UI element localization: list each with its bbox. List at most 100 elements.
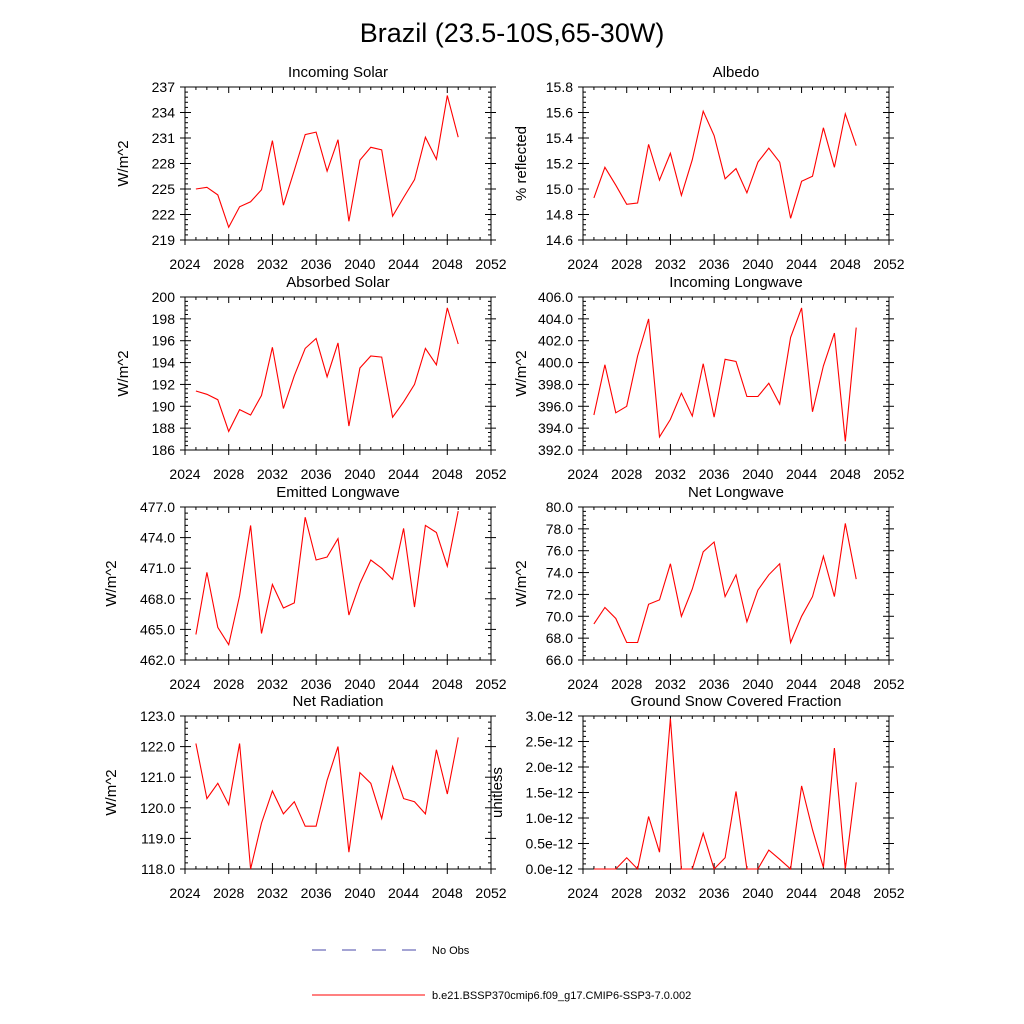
x-tick-label: 2032 <box>655 885 686 901</box>
y-tick-label: 194 <box>152 355 176 371</box>
x-tick-label: 2044 <box>388 676 419 692</box>
y-axis-label: % reflected <box>513 126 530 201</box>
x-tick-label: 2036 <box>699 676 730 692</box>
x-tick-label: 2040 <box>344 466 375 482</box>
y-tick-label: 76.0 <box>546 543 573 559</box>
y-tick-label: 402.0 <box>538 333 573 349</box>
y-tick-label: 78.0 <box>546 521 573 537</box>
y-tick-label: 396.0 <box>538 398 573 414</box>
panel-1: Incoming Solar W/m^2 2024 2028 2032 2036 2040 2… <box>115 64 507 272</box>
panel-title: Albedo <box>713 64 760 81</box>
x-tick-label: 2024 <box>567 466 598 482</box>
x-tick-label: 2028 <box>611 676 642 692</box>
x-tick-label: 2024 <box>567 676 598 692</box>
y-tick-label: 70.0 <box>546 608 573 624</box>
x-tick-label: 2032 <box>257 256 288 272</box>
y-tick-label: 471.0 <box>140 560 175 576</box>
y-tick-label: 186 <box>152 442 176 458</box>
x-tick-label: 2040 <box>344 676 375 692</box>
y-tick-label: 123.0 <box>140 708 175 724</box>
x-tick-label: 2024 <box>567 256 598 272</box>
panel-5: Emitted Longwave W/m^2 2024 2028 2032 2036 204… <box>103 484 507 692</box>
panel-2: Albedo % reflected 2024 2028 2032 2036 2040 204… <box>513 64 905 272</box>
y-axis-label: W/m^2 <box>115 350 132 396</box>
y-tick-label: 14.6 <box>546 232 573 248</box>
plot-frame <box>582 86 890 241</box>
x-tick-label: 2052 <box>475 466 506 482</box>
x-tick-label: 2028 <box>611 466 642 482</box>
y-axis-label: W/m^2 <box>513 350 530 396</box>
series-line <box>195 95 459 229</box>
y-tick-label: 3.0e-12 <box>526 708 574 724</box>
y-tick-label: 72.0 <box>546 586 573 602</box>
y-tick-label: 190 <box>152 398 176 414</box>
x-tick-label: 2048 <box>830 466 861 482</box>
x-tick-label: 2024 <box>169 466 200 482</box>
x-tick-label: 2052 <box>873 885 904 901</box>
panel-title: Ground Snow Covered Fraction <box>631 693 842 710</box>
x-tick-label: 2052 <box>873 256 904 272</box>
legend-model-label: b.e21.BSSP370cmip6.f09_g17.CMIP6-SSP3-7.… <box>432 990 691 1002</box>
y-tick-label: 228 <box>152 156 176 172</box>
x-tick-label: 2040 <box>344 885 375 901</box>
y-tick-label: 68.0 <box>546 630 573 646</box>
y-tick-label: 192 <box>152 376 176 392</box>
x-tick-label: 2044 <box>786 256 817 272</box>
y-tick-label: 120.0 <box>140 800 175 816</box>
y-axis-label: unitless <box>489 767 506 818</box>
y-tick-label: 237 <box>152 79 176 95</box>
x-tick-label: 2028 <box>611 885 642 901</box>
y-tick-label: 200 <box>152 289 176 305</box>
panels: Incoming Solar W/m^2 2024 2028 2032 2036 2040 2… <box>103 64 905 901</box>
y-tick-label: 468.0 <box>140 591 175 607</box>
y-tick-label: 400.0 <box>538 355 573 371</box>
x-tick-label: 2044 <box>786 466 817 482</box>
x-tick-label: 2024 <box>567 885 598 901</box>
y-tick-label: 121.0 <box>140 769 175 785</box>
x-tick-label: 2028 <box>213 676 244 692</box>
y-tick-label: 66.0 <box>546 652 573 668</box>
y-axis-label: W/m^2 <box>513 560 530 606</box>
y-tick-label: 122.0 <box>140 739 175 755</box>
series-line <box>195 737 459 870</box>
x-tick-label: 2040 <box>742 885 773 901</box>
y-tick-label: 394.0 <box>538 420 573 436</box>
y-tick-label: 2.0e-12 <box>526 759 574 775</box>
panel-3: Absorbed Solar W/m^2 2024 2028 2032 2036 2040 2… <box>115 274 507 482</box>
x-tick-label: 2032 <box>257 676 288 692</box>
y-tick-label: 15.0 <box>546 181 573 197</box>
y-tick-label: 196 <box>152 333 176 349</box>
x-tick-label: 2044 <box>388 885 419 901</box>
y-tick-label: 1.5e-12 <box>526 785 574 801</box>
x-tick-label: 2052 <box>873 466 904 482</box>
y-tick-label: 2.5e-12 <box>526 734 574 750</box>
x-tick-label: 2044 <box>786 885 817 901</box>
panel-title: Incoming Longwave <box>669 274 802 291</box>
series-line <box>593 523 857 645</box>
x-tick-label: 2036 <box>301 676 332 692</box>
y-tick-label: 462.0 <box>140 652 175 668</box>
x-tick-label: 2040 <box>742 256 773 272</box>
x-tick-label: 2036 <box>301 256 332 272</box>
x-tick-label: 2028 <box>213 256 244 272</box>
x-tick-label: 2032 <box>655 676 686 692</box>
x-tick-label: 2028 <box>213 885 244 901</box>
x-tick-label: 2040 <box>344 256 375 272</box>
x-tick-label: 2048 <box>830 256 861 272</box>
x-tick-label: 2036 <box>699 466 730 482</box>
y-tick-label: 231 <box>152 130 176 146</box>
y-tick-label: 80.0 <box>546 499 573 515</box>
y-tick-label: 465.0 <box>140 621 175 637</box>
x-tick-label: 2040 <box>742 676 773 692</box>
y-tick-label: 74.0 <box>546 565 573 581</box>
y-tick-label: 398.0 <box>538 376 573 392</box>
x-tick-label: 2052 <box>475 256 506 272</box>
panel-title: Absorbed Solar <box>286 274 389 291</box>
y-tick-label: 188 <box>152 420 176 436</box>
y-tick-label: 474.0 <box>140 530 175 546</box>
x-tick-label: 2032 <box>257 885 288 901</box>
y-tick-label: 119.0 <box>141 830 175 846</box>
y-tick-label: 406.0 <box>538 289 573 305</box>
x-tick-label: 2036 <box>699 885 730 901</box>
y-tick-label: 15.2 <box>546 156 573 172</box>
